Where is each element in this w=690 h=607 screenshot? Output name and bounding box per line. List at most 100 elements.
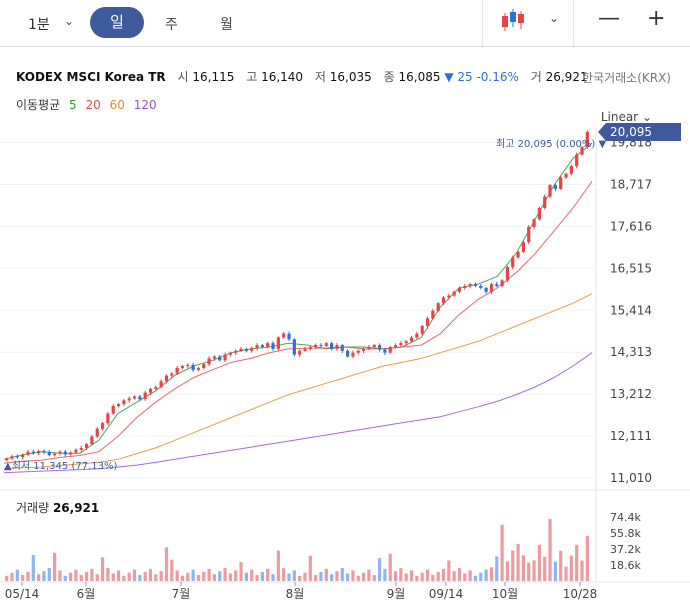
ma-label: 이동평균 <box>16 98 61 112</box>
volume-bar <box>106 568 110 581</box>
candle-body <box>346 350 350 357</box>
volume-bar <box>95 574 99 581</box>
volume-bar <box>314 575 318 581</box>
volume-bar <box>585 535 589 581</box>
candle-body <box>548 185 552 197</box>
candle-body <box>250 348 254 351</box>
candle-body <box>47 452 51 456</box>
candle-body <box>377 345 382 350</box>
candle-body <box>351 352 355 357</box>
scale-mode-select[interactable]: Linear ⌄ <box>601 110 652 124</box>
volume-bar <box>74 569 78 581</box>
candle-body <box>271 343 275 349</box>
volume-bar <box>511 550 515 581</box>
security-name: KODEX MSCI Korea TR <box>16 70 166 84</box>
candle-body <box>425 318 430 327</box>
volume-bar <box>425 569 430 581</box>
volume-bar <box>58 570 62 581</box>
volume-tick-label: 55.8k <box>610 527 641 540</box>
volume-bar <box>383 568 387 581</box>
candle-body <box>212 356 217 359</box>
candle-body <box>575 154 579 167</box>
candle-body <box>372 345 376 347</box>
volume-bar <box>53 552 57 581</box>
volume-bar <box>553 561 557 581</box>
tab-day[interactable]: 일 <box>90 7 144 38</box>
candle-body <box>527 227 531 243</box>
candle-body <box>79 447 83 450</box>
tab-week[interactable]: 주 <box>165 17 178 33</box>
candle-body <box>37 450 41 454</box>
volume-bar <box>500 524 504 581</box>
candle-body <box>431 310 435 319</box>
interval-select[interactable]: 1분 <box>28 17 50 33</box>
volume-panel-value: 26,921 <box>52 501 100 515</box>
volume-bar <box>282 568 286 581</box>
ma-5-line <box>3 142 593 460</box>
volume-bar <box>361 572 366 581</box>
volume-bar <box>250 569 254 581</box>
ma-120-label: 120 <box>133 98 157 112</box>
candle-body <box>409 337 414 342</box>
candle-body <box>74 449 78 453</box>
candle-body <box>367 346 371 349</box>
candle-body <box>196 367 201 370</box>
quote-bar: KODEX MSCI Korea TR 시 16,115 고 16,140 저 … <box>16 68 588 85</box>
current-price-label: 20,095 <box>610 125 652 139</box>
y-tick-label: 16,515 <box>610 261 652 275</box>
volume-bar <box>346 573 350 581</box>
moving-average-legend[interactable]: 이동평균 5 20 60 120 <box>16 96 157 113</box>
volume-bar <box>527 562 531 581</box>
candle-body <box>361 348 366 351</box>
candle-body <box>388 346 392 353</box>
volume-bar <box>308 555 312 581</box>
volume-bar <box>37 574 41 581</box>
volume-bar <box>356 575 360 581</box>
volume-bar <box>244 572 248 581</box>
volume-bar <box>415 575 419 581</box>
candle-body <box>100 423 105 429</box>
volume-bar <box>479 572 483 581</box>
volume-bar <box>132 569 137 581</box>
x-tick-label: 7월 <box>172 587 191 601</box>
candle-body <box>244 348 248 351</box>
volume-bar <box>42 571 46 581</box>
ma-20-line <box>3 181 593 464</box>
candle-body <box>532 219 536 228</box>
add-button[interactable]: + <box>647 6 666 31</box>
close-label: 종 <box>383 70 395 84</box>
candle-body <box>585 131 589 148</box>
candle-body <box>26 451 30 455</box>
candle-body <box>111 406 115 414</box>
chevron-down-icon[interactable]: ⌄ <box>64 14 75 28</box>
volume-bar <box>351 570 355 581</box>
volume-tick-label: 74.4k <box>610 511 641 524</box>
volume-bar <box>521 555 526 581</box>
volume-bar <box>175 570 179 581</box>
volume-bar <box>463 573 467 581</box>
candle-body <box>266 343 270 347</box>
candle-body <box>298 350 302 355</box>
candle-body <box>143 392 147 400</box>
x-tick-label: 10월 <box>492 587 518 601</box>
volume-bar <box>68 572 73 581</box>
volume-bar <box>580 560 584 581</box>
volume-bar <box>457 568 462 581</box>
volume-bar <box>180 575 185 581</box>
tab-month[interactable]: 월 <box>220 17 233 33</box>
chart-type-button[interactable]: ⌄ <box>482 0 574 46</box>
minimize-button[interactable]: — <box>598 6 620 31</box>
ma-60-label: 60 <box>109 98 125 112</box>
x-tick-label: 6월 <box>77 587 96 601</box>
volume-bar <box>21 575 25 581</box>
candle-body <box>314 345 318 347</box>
y-tick-label: 14,313 <box>610 345 652 359</box>
candle-body <box>330 343 334 349</box>
close-value: 16,085 <box>398 70 441 84</box>
ma-5-label: 5 <box>69 98 77 112</box>
volume-bar <box>564 566 568 581</box>
volume-bar <box>218 571 222 581</box>
volume-bar <box>548 518 552 581</box>
volume-bar <box>255 575 259 581</box>
